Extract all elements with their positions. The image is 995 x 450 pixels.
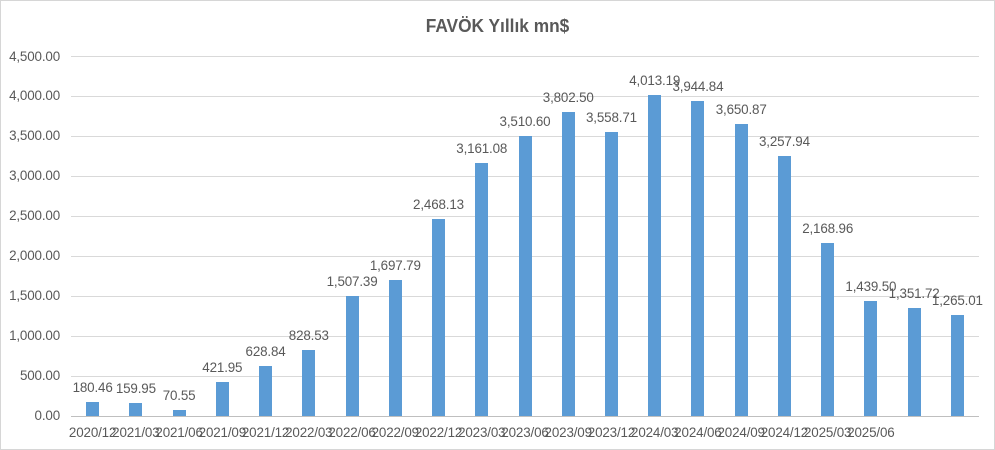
y-axis-tick-label: 4,500.00 — [9, 48, 60, 64]
data-label-12: 3,558.71 — [586, 109, 637, 125]
x-axis-tick-label: 2021/06 — [155, 424, 203, 440]
y-axis-tick-label: 1,000.00 — [9, 328, 60, 344]
bar-16 — [777, 155, 791, 416]
data-label-0: 180.46 — [72, 379, 113, 395]
data-label-20: 1,265.01 — [931, 292, 983, 308]
x-axis-tick-label: 2022/06 — [328, 424, 376, 440]
x-axis-tick-label: 2022/12 — [414, 424, 463, 440]
data-label-18: 1,439.50 — [845, 278, 897, 294]
data-label-15: 3,650.87 — [715, 102, 767, 118]
data-label-3: 421.95 — [202, 360, 243, 376]
bar-20 — [950, 314, 964, 416]
x-axis-tick-label: 2024/09 — [717, 424, 766, 440]
bar-2 — [172, 410, 186, 416]
data-label-11: 3,802.50 — [542, 90, 594, 106]
x-axis-tick-label: 2023/09 — [544, 424, 593, 440]
data-label-10: 3,510.60 — [499, 113, 551, 129]
bar-10 — [518, 135, 532, 416]
x-axis-tick-label: 2024/06 — [674, 424, 722, 440]
data-label-8: 2,468.13 — [413, 196, 464, 212]
data-label-6: 1,507.39 — [326, 273, 378, 289]
bar-14 — [691, 100, 705, 416]
x-axis-tick-label: 2021/03 — [112, 424, 160, 440]
data-label-17: 2,168.96 — [802, 220, 854, 236]
x-axis-tick-label: 2025/06 — [847, 424, 895, 440]
bar-15 — [734, 124, 748, 416]
x-axis-tick-label: 2024/03 — [631, 424, 679, 440]
bar-1 — [129, 403, 143, 416]
chart-title: FAVÖK Yıllık mn$ — [425, 15, 570, 37]
x-axis-tick-label: 2023/12 — [587, 424, 636, 440]
bar-0 — [86, 401, 100, 416]
bar-17 — [821, 242, 835, 416]
y-axis-tick-label: 0.00 — [34, 408, 61, 423]
bar-5 — [302, 349, 316, 416]
y-axis-tick-label: 1,500.00 — [9, 288, 60, 304]
data-label-9: 3,161.08 — [456, 141, 508, 157]
x-axis-tick-label: 2023/03 — [458, 424, 506, 440]
gridline — [71, 56, 979, 57]
data-label-2: 70.55 — [162, 388, 196, 404]
y-axis-tick-label: 2,000.00 — [9, 248, 60, 264]
y-axis-tick-label: 2,500.00 — [9, 208, 60, 224]
x-axis-tick-label: 2021/09 — [198, 424, 247, 440]
bar-9 — [475, 163, 489, 416]
data-label-14: 3,944.84 — [672, 78, 724, 94]
y-axis-tick-label: 3,500.00 — [9, 128, 60, 144]
bar-18 — [864, 300, 878, 416]
x-axis-tick-label: 2023/06 — [501, 424, 549, 440]
bar-3 — [215, 382, 229, 416]
data-label-4: 628.84 — [245, 343, 286, 359]
bar-13 — [648, 95, 662, 416]
y-axis-tick-label: 500.00 — [19, 368, 60, 384]
x-axis-tick-label: 2020/12 — [68, 424, 117, 440]
bar-19 — [907, 308, 921, 416]
bar-12 — [604, 131, 618, 416]
x-axis-tick-label: 2024/12 — [760, 424, 809, 440]
bar-8 — [432, 218, 446, 416]
x-axis-line — [71, 415, 979, 417]
data-label-16: 3,257.94 — [758, 133, 810, 149]
y-axis-tick-label: 4,000.00 — [9, 88, 60, 104]
data-label-19: 1,351.72 — [888, 286, 940, 301]
data-label-7: 1,697.79 — [369, 258, 421, 274]
bar-11 — [561, 112, 575, 416]
x-axis-tick-label: 2022/09 — [371, 424, 420, 440]
x-axis-tick-label: 2022/03 — [285, 424, 333, 440]
gridline — [71, 95, 979, 97]
x-axis-tick-label: 2021/12 — [241, 424, 290, 440]
data-label-13: 4,013.19 — [629, 73, 681, 89]
y-axis-tick-label: 3,000.00 — [9, 168, 60, 184]
data-label-5: 828.53 — [288, 327, 329, 343]
bar-6 — [345, 295, 359, 416]
bar-4 — [259, 365, 273, 416]
x-axis-tick-label: 2025/03 — [803, 424, 852, 440]
bar-7 — [388, 280, 402, 416]
data-label-1: 159.95 — [115, 381, 156, 397]
